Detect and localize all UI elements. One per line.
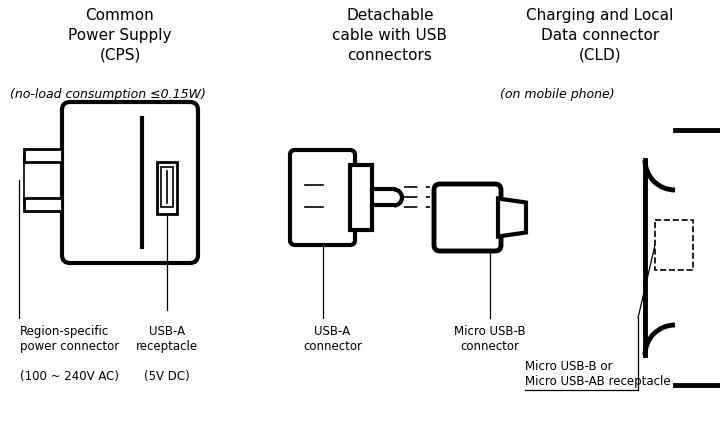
Bar [161,168,173,208]
Bar [350,165,372,230]
Text: USB-A
receptacle: USB-A receptacle [136,325,198,353]
Text: Region-specific
power connector: Region-specific power connector [20,325,120,353]
Text: (100 ~ 240V AC): (100 ~ 240V AC) [20,370,119,383]
Bar [24,148,62,162]
FancyBboxPatch shape [290,150,355,245]
Text: (no-load consumption ≤0.15W): (no-load consumption ≤0.15W) [10,88,206,101]
Text: Micro USB-B
connector: Micro USB-B connector [454,325,526,353]
Text: Micro USB-B or
Micro USB-AB receptacle: Micro USB-B or Micro USB-AB receptacle [525,360,670,388]
Text: Detachable
cable with USB
connectors: Detachable cable with USB connectors [333,8,448,63]
Text: Common
Power Supply
(CPS): Common Power Supply (CPS) [68,8,172,63]
FancyBboxPatch shape [434,184,501,251]
Polygon shape [498,198,526,236]
Bar [157,162,177,214]
Bar [24,198,62,212]
Text: USB-A
connector: USB-A connector [303,325,362,353]
Bar [655,220,693,270]
Text: Charging and Local
Data connector
(CLD): Charging and Local Data connector (CLD) [526,8,674,63]
FancyBboxPatch shape [62,102,198,263]
Text: (5V DC): (5V DC) [144,370,190,383]
Text: (on mobile phone): (on mobile phone) [500,88,615,101]
